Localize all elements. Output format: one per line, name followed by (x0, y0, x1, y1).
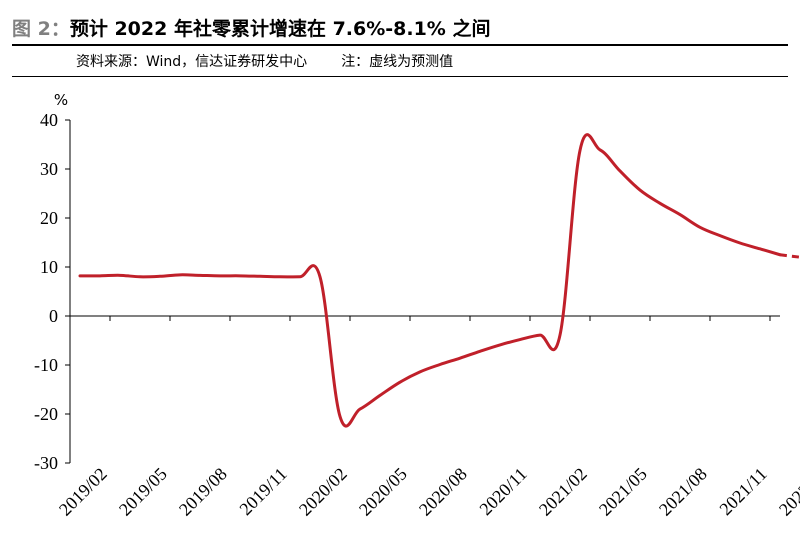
figure-title: 预计 2022 年社零累计增速在 7.6%-8.1% 之间 (69, 18, 491, 40)
x-tick-label: 2020/02 (295, 464, 351, 520)
y-tick-label: 10 (40, 257, 58, 277)
y-tick-label: 20 (40, 208, 58, 228)
x-tick-label: 2022/02 (775, 464, 800, 520)
x-tick-label: 2021/08 (655, 464, 711, 520)
series-lines (78, 133, 800, 428)
forecast-line (779, 253, 800, 259)
y-tick-label: -30 (34, 453, 58, 473)
y-axis-unit-label: % (54, 91, 68, 109)
x-tick-label: 2021/11 (715, 464, 770, 519)
y-tick-label: -20 (34, 404, 58, 424)
x-tick-label: 2020/11 (475, 464, 530, 519)
forecast-note: 注：虚线为预测值 (341, 54, 454, 70)
x-tick-label: 2019/05 (115, 464, 171, 520)
x-axis: 2019/02 2019/05 2019/08 2019/11 2020/02 2020/… (55, 315, 800, 520)
x-tick-label: 2019/02 (55, 464, 111, 520)
y-axis: %40 30 20 10 0 -10 -20 -30 (34, 91, 71, 473)
header-bottom-divider (12, 76, 788, 77)
x-tick-label: 2021/02 (535, 464, 591, 520)
figure-label: 图 2： (12, 18, 70, 40)
x-tick-label: 2019/11 (235, 464, 290, 519)
y-tick-label: 0 (49, 306, 58, 326)
source-row: 资料来源：Wind，信达证券研发中心 注：虚线为预测值 (76, 51, 453, 71)
y-tick-label: 30 (40, 159, 58, 179)
source-text: 资料来源：Wind，信达证券研发中心 (76, 54, 308, 70)
y-tick-label: 40 (40, 110, 58, 130)
x-tick-label: 2020/08 (415, 464, 471, 520)
x-tick-label: 2020/05 (355, 464, 411, 520)
x-tick-label: 2021/05 (595, 464, 651, 520)
x-tick-label: 2019/08 (175, 464, 231, 520)
retail-sales-growth-chart: %40 30 20 10 0 -10 -20 -30 2019/02 2019/05 2019/0… (34, 91, 800, 520)
figure-header: 图 2：预计 2022 年社零累计增速在 7.6%-8.1% 之间 资料来源：W… (0, 0, 800, 80)
title-divider (12, 44, 788, 46)
figure-title-row: 图 2：预计 2022 年社零累计增速在 7.6%-8.1% 之间 (12, 14, 490, 41)
actual-line (78, 133, 782, 428)
y-tick-label: -10 (34, 355, 58, 375)
